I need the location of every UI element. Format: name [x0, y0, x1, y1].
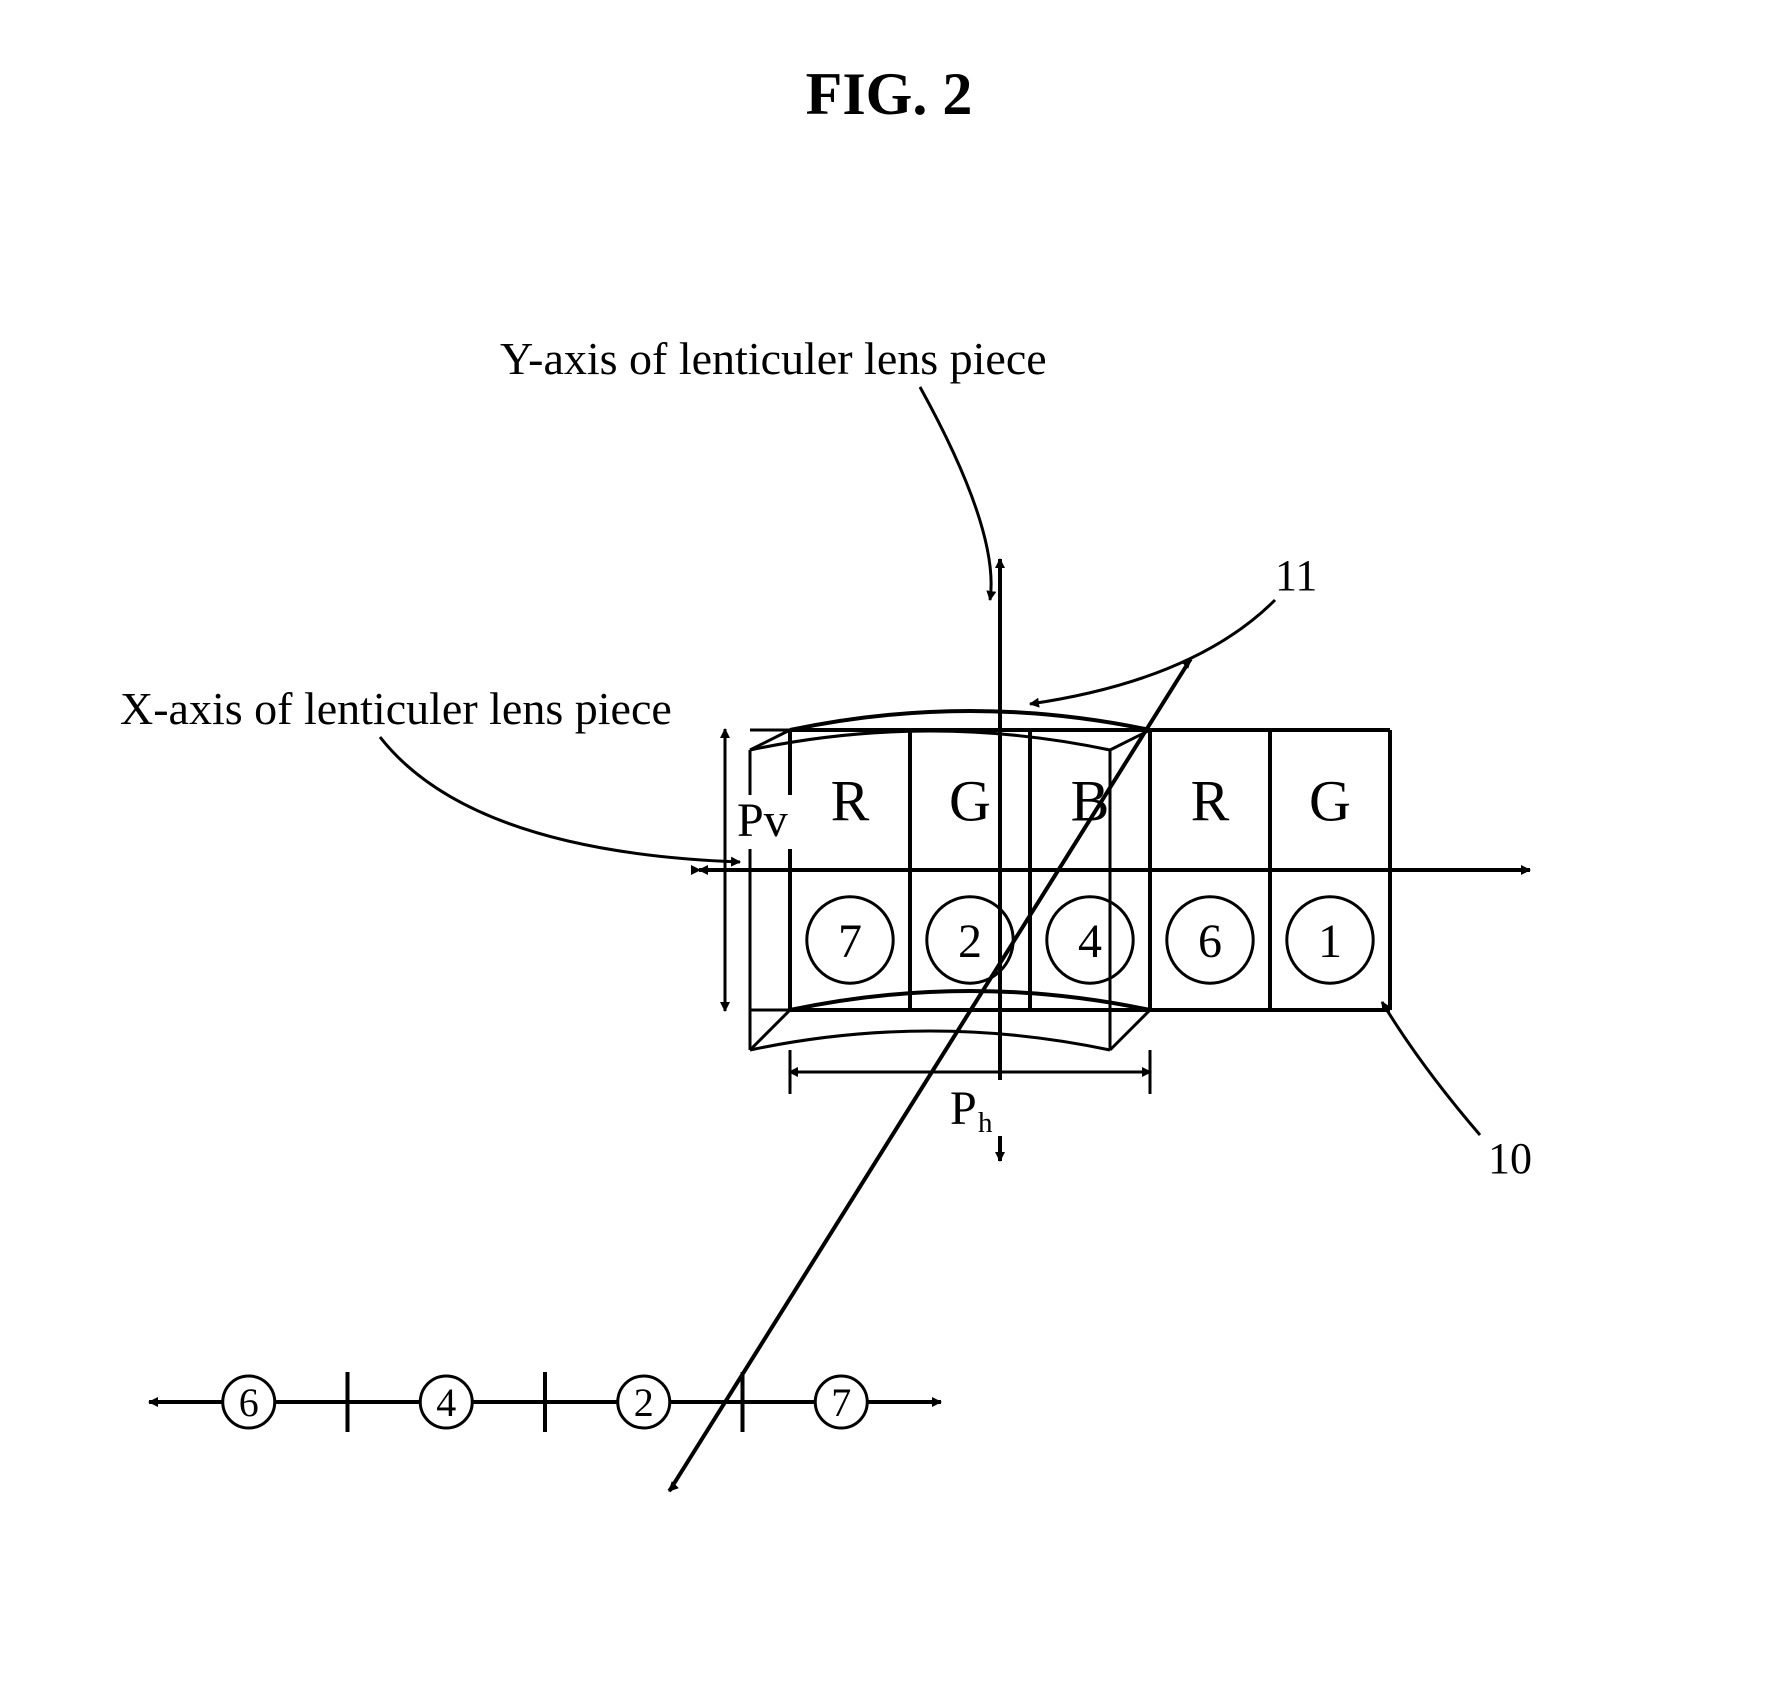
svg-text:11: 11 — [1275, 551, 1317, 600]
scale-number: 4 — [436, 1380, 456, 1425]
diagram-canvas: FIG. 2 Y-axis of lenticuler lens piece X… — [0, 0, 1778, 1691]
svg-text:10: 10 — [1488, 1134, 1532, 1183]
cell-letter: G — [1309, 768, 1351, 833]
svg-text:P: P — [950, 1082, 977, 1135]
cell-number: 2 — [958, 915, 982, 968]
scale-number: 6 — [239, 1380, 259, 1425]
scale-number: 2 — [634, 1380, 654, 1425]
cell-letter: B — [1071, 768, 1110, 833]
cell-number: 1 — [1318, 915, 1342, 968]
cell-letter: R — [831, 768, 870, 833]
cell-number: 6 — [1198, 915, 1222, 968]
diagram-svg: 11 10 Pv Ph R G B R G 7 2 4 6 1 6 4 2 7 — [0, 0, 1778, 1691]
svg-text:Pv: Pv — [737, 794, 788, 847]
scale-number: 7 — [831, 1380, 851, 1425]
svg-text:h: h — [978, 1107, 993, 1139]
cell-letter: R — [1191, 768, 1230, 833]
cell-number: 7 — [838, 915, 862, 968]
cell-number: 4 — [1078, 915, 1102, 968]
cell-letter: G — [949, 768, 991, 833]
